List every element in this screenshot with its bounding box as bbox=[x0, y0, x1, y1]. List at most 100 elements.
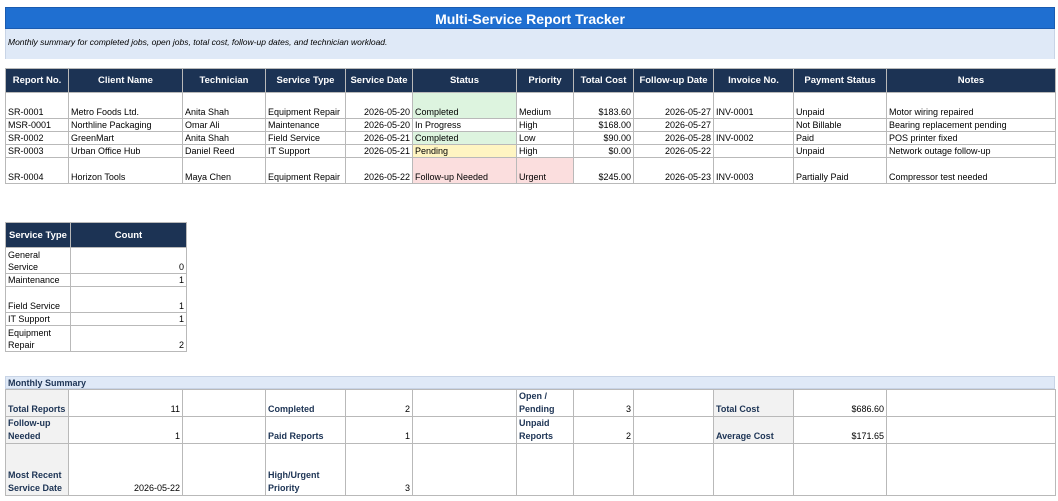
cell-notes[interactable]: Network outage follow-up bbox=[886, 144, 1056, 158]
cell-report-no[interactable]: SR-0004 bbox=[5, 157, 69, 184]
empty-cell[interactable] bbox=[182, 389, 266, 417]
cell-total-cost[interactable]: $0.00 bbox=[573, 144, 634, 158]
cell-service-date[interactable]: 2026-05-22 bbox=[345, 157, 413, 184]
cell-client-name[interactable]: Urban Office Hub bbox=[68, 144, 183, 158]
col-header-notes[interactable]: Notes bbox=[886, 68, 1056, 93]
cell-report-no[interactable]: SR-0001 bbox=[5, 92, 69, 119]
sheet-title[interactable]: Multi-Service Report Tracker bbox=[5, 7, 1055, 29]
cell-total-cost[interactable]: $183.60 bbox=[573, 92, 634, 119]
cell-service-type[interactable]: Equipment Repair bbox=[265, 157, 346, 184]
cell-service-type[interactable]: IT Support bbox=[5, 312, 71, 326]
empty-cell[interactable] bbox=[633, 389, 714, 417]
cell-service-date[interactable]: 2026-05-21 bbox=[345, 144, 413, 158]
unpaid-reports-label[interactable]: Unpaid Reports bbox=[516, 416, 574, 444]
sheet-subtitle[interactable]: Monthly summary for completed jobs, open… bbox=[5, 29, 1055, 59]
cell-invoice-no[interactable]: INV-0002 bbox=[713, 131, 794, 145]
empty-cell[interactable] bbox=[182, 443, 266, 496]
empty-cell[interactable] bbox=[412, 389, 517, 417]
cell-status[interactable]: Completed bbox=[412, 131, 517, 145]
empty-cell[interactable] bbox=[886, 389, 1056, 417]
col-header-technician[interactable]: Technician bbox=[182, 68, 266, 93]
col-header-count[interactable]: Count bbox=[70, 222, 187, 248]
cell-priority[interactable]: Medium bbox=[516, 92, 574, 119]
empty-cell[interactable] bbox=[412, 416, 517, 444]
cell-service-date[interactable]: 2026-05-20 bbox=[345, 92, 413, 119]
cell-service-type[interactable]: IT Support bbox=[265, 144, 346, 158]
cell-technician[interactable]: Anita Shah bbox=[182, 92, 266, 119]
empty-cell[interactable] bbox=[886, 443, 1056, 496]
summary-heading[interactable]: Monthly Summary bbox=[5, 376, 1055, 389]
completed-label[interactable]: Completed bbox=[265, 389, 346, 417]
cell-invoice-no[interactable]: INV-0003 bbox=[713, 157, 794, 184]
high-urgent-priority-label[interactable]: High/Urgent Priority bbox=[265, 443, 346, 496]
cell-status[interactable]: Follow-up Needed bbox=[412, 157, 517, 184]
col-header-payment-status[interactable]: Payment Status bbox=[793, 68, 887, 93]
cell-status[interactable]: Pending bbox=[412, 144, 517, 158]
col-header-report-no[interactable]: Report No. bbox=[5, 68, 69, 93]
total-cost-value[interactable]: $686.60 bbox=[793, 389, 887, 417]
cell-service-type[interactable]: General Service bbox=[5, 247, 71, 274]
col-header-priority[interactable]: Priority bbox=[516, 68, 574, 93]
cell-report-no[interactable]: MSR-0001 bbox=[5, 118, 69, 132]
open-pending-value[interactable]: 3 bbox=[573, 389, 634, 417]
empty-cell[interactable] bbox=[886, 416, 1056, 444]
total-reports-label[interactable]: Total Reports bbox=[5, 389, 69, 417]
col-header-status[interactable]: Status bbox=[412, 68, 517, 93]
cell-notes[interactable]: Compressor test needed bbox=[886, 157, 1056, 184]
cell-payment-status[interactable]: Partially Paid bbox=[793, 157, 887, 184]
completed-value[interactable]: 2 bbox=[345, 389, 413, 417]
col-header-service-type[interactable]: Service Type bbox=[265, 68, 346, 93]
cell-total-cost[interactable]: $168.00 bbox=[573, 118, 634, 132]
follow-up-needed-value[interactable]: 1 bbox=[68, 416, 183, 444]
cell-priority[interactable]: High bbox=[516, 118, 574, 132]
col-header-client-name[interactable]: Client Name bbox=[68, 68, 183, 93]
col-header-follow-up-date[interactable]: Follow-up Date bbox=[633, 68, 714, 93]
cell-follow-up-date[interactable]: 2026-05-28 bbox=[633, 131, 714, 145]
cell-payment-status[interactable]: Unpaid bbox=[793, 144, 887, 158]
col-header-service-type[interactable]: Service Type bbox=[5, 222, 71, 248]
cell-notes[interactable]: Motor wiring repaired bbox=[886, 92, 1056, 119]
paid-reports-value[interactable]: 1 bbox=[345, 416, 413, 444]
cell-service-type[interactable]: Equipment Repair bbox=[265, 92, 346, 119]
average-cost-label[interactable]: Average Cost bbox=[713, 416, 794, 444]
cell-follow-up-date[interactable]: 2026-05-22 bbox=[633, 144, 714, 158]
cell-report-no[interactable]: SR-0003 bbox=[5, 144, 69, 158]
cell-technician[interactable]: Daniel Reed bbox=[182, 144, 266, 158]
most-recent-service-date-value[interactable]: 2026-05-22 bbox=[68, 443, 183, 496]
cell-follow-up-date[interactable]: 2026-05-23 bbox=[633, 157, 714, 184]
cell-count[interactable]: 1 bbox=[70, 273, 187, 287]
cell-client-name[interactable]: Horizon Tools bbox=[68, 157, 183, 184]
cell-count[interactable]: 1 bbox=[70, 286, 187, 313]
cell-technician[interactable]: Anita Shah bbox=[182, 131, 266, 145]
cell-service-type[interactable]: Equipment Repair bbox=[5, 325, 71, 352]
cell-priority[interactable]: High bbox=[516, 144, 574, 158]
cell-count[interactable]: 2 bbox=[70, 325, 187, 352]
total-reports-value[interactable]: 11 bbox=[68, 389, 183, 417]
follow-up-needed-label[interactable]: Follow-up Needed bbox=[5, 416, 69, 444]
empty-cell[interactable] bbox=[516, 443, 574, 496]
cell-service-type[interactable]: Field Service bbox=[5, 286, 71, 313]
cell-total-cost[interactable]: $90.00 bbox=[573, 131, 634, 145]
cell-notes[interactable]: Bearing replacement pending bbox=[886, 118, 1056, 132]
cell-service-type[interactable]: Maintenance bbox=[5, 273, 71, 287]
cell-notes[interactable]: POS printer fixed bbox=[886, 131, 1056, 145]
cell-total-cost[interactable]: $245.00 bbox=[573, 157, 634, 184]
cell-technician[interactable]: Maya Chen bbox=[182, 157, 266, 184]
empty-cell[interactable] bbox=[182, 416, 266, 444]
cell-technician[interactable]: Omar Ali bbox=[182, 118, 266, 132]
empty-cell[interactable] bbox=[412, 443, 517, 496]
cell-follow-up-date[interactable]: 2026-05-27 bbox=[633, 92, 714, 119]
total-cost-label[interactable]: Total Cost bbox=[713, 389, 794, 417]
unpaid-reports-value[interactable]: 2 bbox=[573, 416, 634, 444]
cell-client-name[interactable]: Northline Packaging bbox=[68, 118, 183, 132]
most-recent-service-date-label[interactable]: Most Recent Service Date bbox=[5, 443, 69, 496]
empty-cell[interactable] bbox=[633, 416, 714, 444]
empty-cell[interactable] bbox=[573, 443, 634, 496]
cell-invoice-no[interactable]: INV-0001 bbox=[713, 92, 794, 119]
cell-payment-status[interactable]: Unpaid bbox=[793, 92, 887, 119]
cell-priority[interactable]: Urgent bbox=[516, 157, 574, 184]
cell-invoice-no[interactable] bbox=[713, 144, 794, 158]
cell-report-no[interactable]: SR-0002 bbox=[5, 131, 69, 145]
paid-reports-label[interactable]: Paid Reports bbox=[265, 416, 346, 444]
cell-payment-status[interactable]: Not Billable bbox=[793, 118, 887, 132]
